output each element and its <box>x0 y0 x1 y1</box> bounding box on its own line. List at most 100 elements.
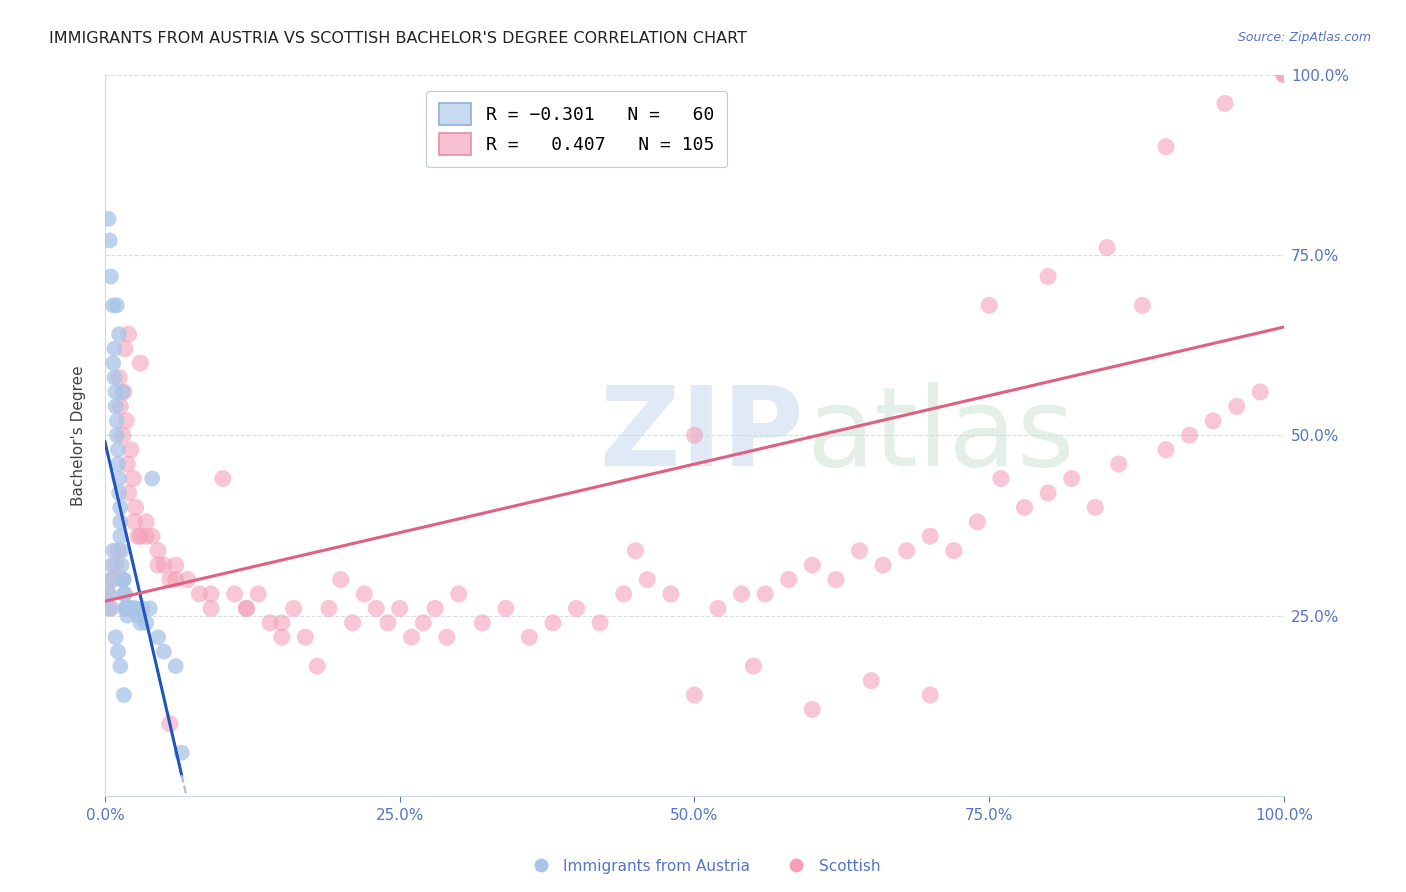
Point <box>98 601 121 615</box>
Point <box>110 529 132 543</box>
Point <box>117 327 139 342</box>
Point <box>121 601 143 615</box>
Point <box>107 645 129 659</box>
Point <box>388 601 411 615</box>
Point <box>659 587 682 601</box>
Point <box>108 327 131 342</box>
Point <box>825 573 848 587</box>
Point <box>110 515 132 529</box>
Point <box>742 659 765 673</box>
Text: IMMIGRANTS FROM AUSTRIA VS SCOTTISH BACHELOR'S DEGREE CORRELATION CHART: IMMIGRANTS FROM AUSTRIA VS SCOTTISH BACH… <box>49 31 747 46</box>
Point <box>636 573 658 587</box>
Point <box>920 529 942 543</box>
Point <box>97 211 120 226</box>
Point <box>120 442 142 457</box>
Point <box>1036 269 1059 284</box>
Point <box>112 688 135 702</box>
Point <box>132 601 155 615</box>
Point <box>1213 96 1236 111</box>
Point <box>613 587 636 601</box>
Point <box>124 601 146 615</box>
Point <box>146 630 169 644</box>
Point <box>159 573 181 587</box>
Point <box>129 529 152 543</box>
Point <box>103 356 125 370</box>
Point <box>401 630 423 644</box>
Point <box>111 573 134 587</box>
Point <box>801 702 824 716</box>
Point <box>124 601 146 615</box>
Point <box>165 558 187 573</box>
Point <box>110 400 132 414</box>
Point <box>224 587 246 601</box>
Legend: Immigrants from Austria, Scottish: Immigrants from Austria, Scottish <box>519 853 887 880</box>
Point <box>103 543 125 558</box>
Point <box>730 587 752 601</box>
Point <box>141 471 163 485</box>
Point <box>105 298 128 312</box>
Point <box>103 370 125 384</box>
Point <box>212 471 235 485</box>
Point <box>624 543 647 558</box>
Point <box>848 543 870 558</box>
Point <box>1084 500 1107 515</box>
Point <box>990 471 1012 485</box>
Y-axis label: Bachelor's Degree: Bachelor's Degree <box>72 365 86 506</box>
Point <box>104 384 127 399</box>
Point <box>860 673 883 688</box>
Point <box>1272 68 1295 82</box>
Point <box>100 601 122 615</box>
Point <box>872 558 894 573</box>
Point <box>110 543 132 558</box>
Point <box>259 615 281 630</box>
Point <box>112 587 135 601</box>
Point <box>108 486 131 500</box>
Point <box>270 630 292 644</box>
Point <box>111 428 134 442</box>
Point <box>247 587 270 601</box>
Point <box>318 601 340 615</box>
Point <box>153 645 176 659</box>
Point <box>112 384 135 399</box>
Point <box>329 573 352 587</box>
Point <box>97 587 120 601</box>
Point <box>176 573 198 587</box>
Point <box>1202 414 1225 428</box>
Point <box>683 688 706 702</box>
Point <box>754 587 776 601</box>
Point <box>146 543 169 558</box>
Point <box>115 414 138 428</box>
Point <box>707 601 730 615</box>
Point <box>117 601 139 615</box>
Point <box>565 601 588 615</box>
Point <box>115 601 138 615</box>
Point <box>122 471 145 485</box>
Point <box>104 558 127 573</box>
Point <box>801 558 824 573</box>
Point <box>683 428 706 442</box>
Text: atlas: atlas <box>807 382 1076 489</box>
Point <box>153 558 176 573</box>
Point <box>170 746 193 760</box>
Point <box>135 515 157 529</box>
Point <box>1226 400 1249 414</box>
Point <box>129 615 152 630</box>
Point <box>108 370 131 384</box>
Point <box>377 615 399 630</box>
Point <box>1154 139 1177 153</box>
Point <box>307 659 329 673</box>
Point <box>896 543 918 558</box>
Point <box>200 587 222 601</box>
Point <box>541 615 564 630</box>
Point <box>117 601 139 615</box>
Point <box>1095 241 1118 255</box>
Point <box>146 558 169 573</box>
Point <box>235 601 257 615</box>
Point <box>104 630 127 644</box>
Point <box>114 587 136 601</box>
Point <box>124 515 146 529</box>
Point <box>103 298 125 312</box>
Point <box>139 601 162 615</box>
Point <box>111 573 134 587</box>
Point <box>1108 457 1130 471</box>
